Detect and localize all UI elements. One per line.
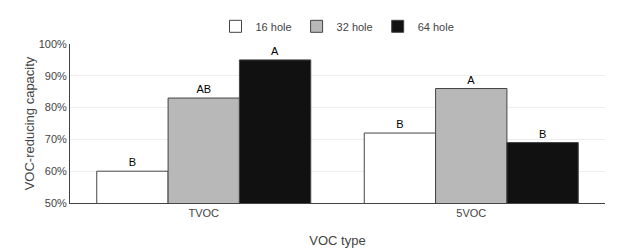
- svg-text:100%: 100%: [39, 38, 67, 50]
- svg-text:60%: 60%: [45, 165, 67, 177]
- svg-text:TVOC: TVOC: [188, 207, 219, 219]
- svg-text:32 hole: 32 hole: [337, 21, 373, 33]
- svg-text:B: B: [396, 118, 403, 130]
- svg-text:VOC type: VOC type: [309, 233, 365, 248]
- svg-text:64 hole: 64 hole: [418, 21, 454, 33]
- svg-text:VOC-reducing capacity: VOC-reducing capacity: [22, 56, 37, 190]
- svg-text:A: A: [467, 74, 475, 86]
- svg-text:70%: 70%: [45, 133, 67, 145]
- svg-text:16 hole: 16 hole: [256, 21, 292, 33]
- svg-text:90%: 90%: [45, 70, 67, 82]
- svg-text:AB: AB: [196, 83, 211, 95]
- svg-text:B: B: [539, 128, 546, 140]
- svg-text:5VOC: 5VOC: [456, 207, 486, 219]
- svg-text:B: B: [129, 156, 136, 168]
- svg-text:50%: 50%: [45, 197, 67, 209]
- svg-text:A: A: [271, 45, 279, 57]
- svg-text:80%: 80%: [45, 101, 67, 113]
